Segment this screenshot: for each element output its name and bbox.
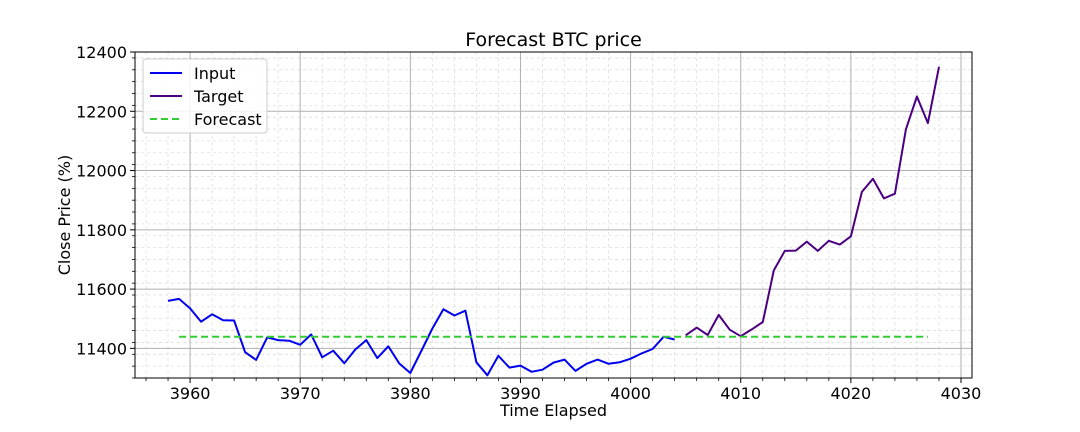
legend: Input Target Forecast <box>142 58 268 134</box>
x-tick-label: 4020 <box>830 384 871 403</box>
x-tick-label: 4030 <box>941 384 982 403</box>
y-tick-label: 12400 <box>76 43 127 62</box>
plot-frame <box>134 51 973 379</box>
series-line-input <box>167 297 675 377</box>
y-tick-label: 11400 <box>76 339 127 358</box>
series-line-target <box>685 66 940 338</box>
y-axis-label: Close Price (%) <box>55 155 74 275</box>
axis-ticks: 3960 3970 3980 3990 4000 4010 4020 4030 11400 116… <box>76 43 981 403</box>
x-tick-label: 3980 <box>390 384 431 403</box>
y-tick-label: 12200 <box>76 102 127 121</box>
legend-label-input: Input <box>194 64 235 83</box>
x-tick-label: 3970 <box>280 384 321 403</box>
y-tick-label: 12000 <box>76 162 127 181</box>
x-tick-label: 3990 <box>500 384 541 403</box>
series-layer <box>167 66 940 377</box>
y-tick-label: 11600 <box>76 280 127 299</box>
x-tick-label: 4000 <box>610 384 651 403</box>
x-axis-label: Time Elapsed <box>499 401 607 420</box>
minor-grid <box>135 52 972 379</box>
legend-box <box>142 58 268 134</box>
legend-label-target: Target <box>193 87 244 106</box>
legend-label-forecast: Forecast <box>194 110 262 129</box>
y-tick-label: 11800 <box>76 221 127 240</box>
x-tick-label: 3960 <box>170 384 211 403</box>
chart-title: Forecast BTC price <box>465 29 642 51</box>
x-tick-label: 4010 <box>720 384 761 403</box>
